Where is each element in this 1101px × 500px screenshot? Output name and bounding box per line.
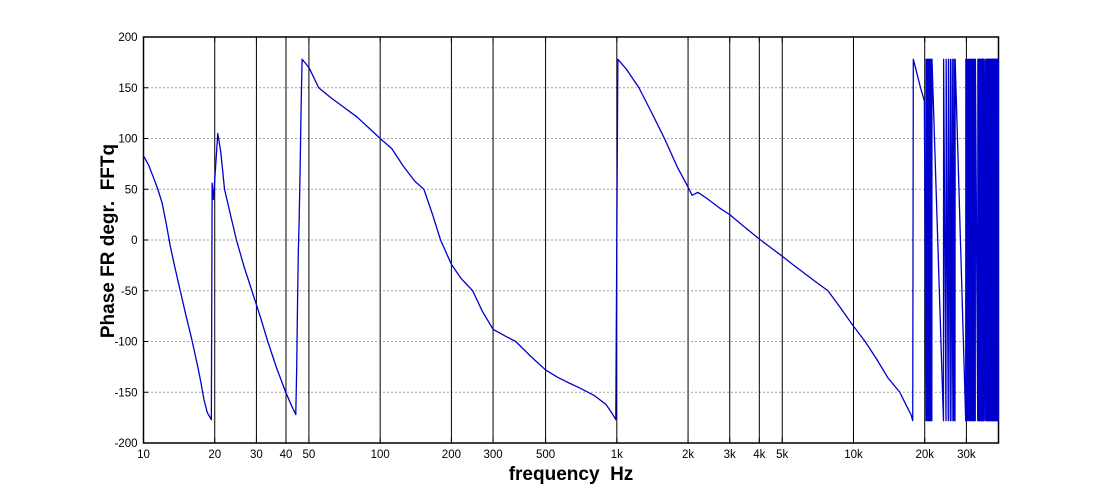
x-tick-label: 2k [682, 449, 694, 461]
y-tick-label: -100 [114, 337, 137, 349]
y-tick-label: 50 [125, 184, 138, 196]
y-tick-label: 150 [118, 83, 137, 95]
x-tick-label: 20k [915, 449, 934, 461]
x-tick-label: 50 [303, 449, 316, 461]
y-tick-label: -150 [114, 387, 137, 399]
x-tick-label: 500 [536, 449, 555, 461]
x-tick-label: 1k [611, 449, 623, 461]
x-tick-label: 10k [844, 449, 863, 461]
x-tick-label: 30k [957, 449, 976, 461]
x-tick-label: 4k [753, 449, 765, 461]
x-tick-label: 300 [483, 449, 502, 461]
x-tick-label: 30 [250, 449, 263, 461]
x-tick-label: 3k [724, 449, 736, 461]
x-tick-label: 10 [137, 449, 150, 461]
y-tick-label: 100 [118, 134, 137, 146]
y-tick-label: 200 [118, 32, 137, 44]
x-tick-label: 100 [371, 449, 390, 461]
x-axis-label: frequency Hz [508, 464, 634, 485]
phase-curve [142, 58, 1000, 422]
x-tick-label: 40 [280, 449, 293, 461]
x-tick-label: 5k [776, 449, 788, 461]
x-tick-label: 20 [208, 449, 221, 461]
y-tick-label: 0 [131, 235, 137, 247]
y-tick-label: -200 [114, 438, 137, 450]
x-tick-label: 200 [442, 449, 461, 461]
y-axis-label: Phase FR degr. FFTq [98, 143, 119, 339]
y-tick-label: -50 [121, 286, 138, 298]
